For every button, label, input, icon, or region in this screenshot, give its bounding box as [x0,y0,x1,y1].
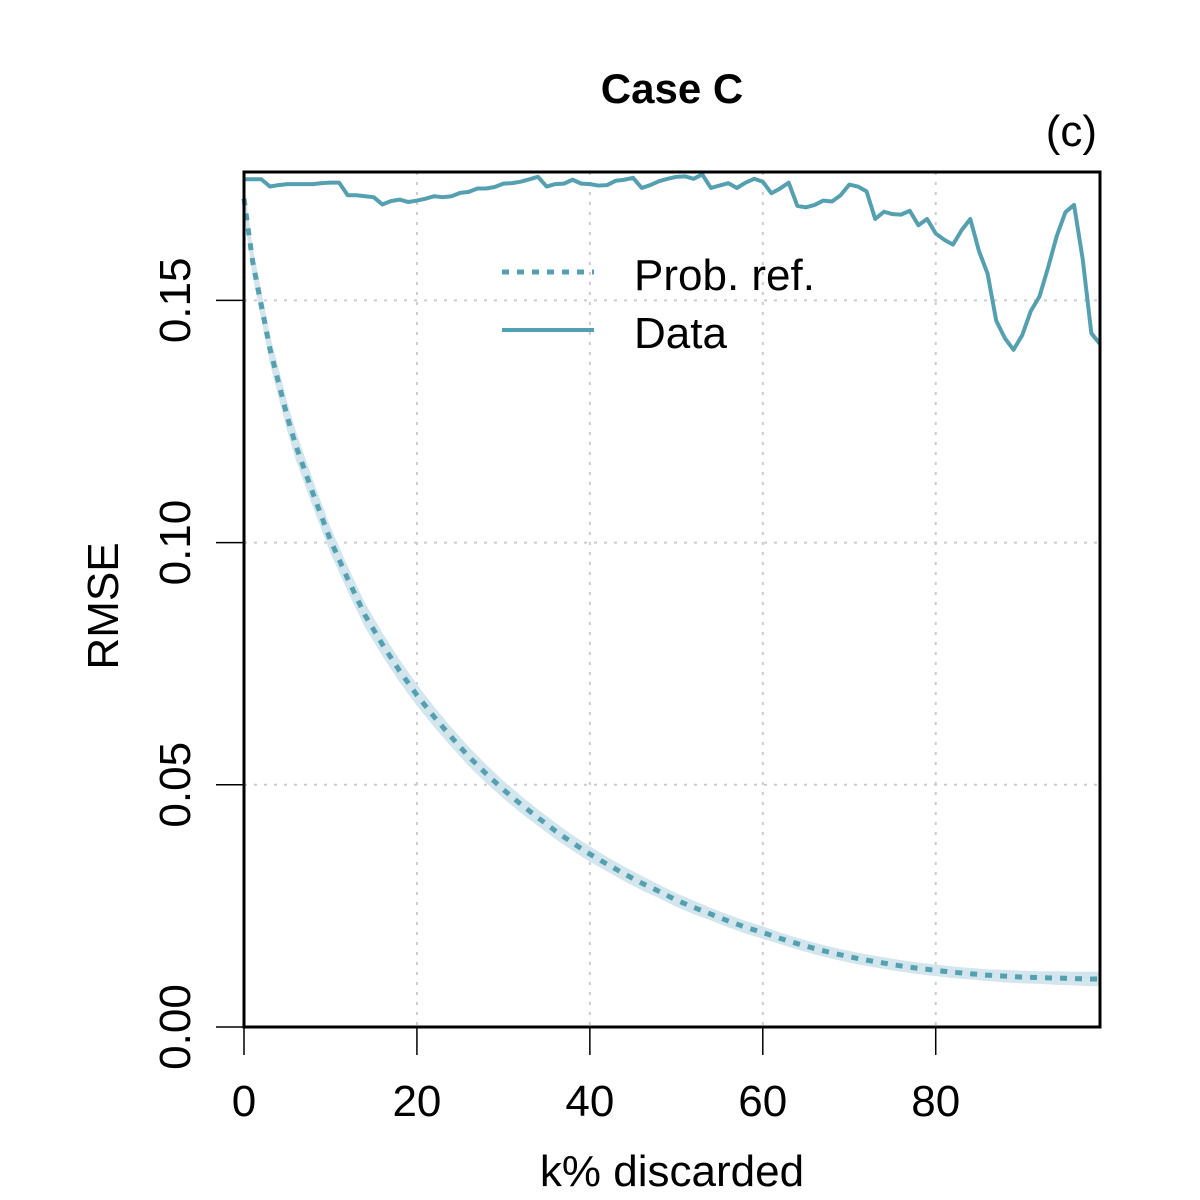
y-tick-label: 0.10 [151,500,200,586]
x-tick-label: 0 [232,1077,256,1126]
y-tick-label: 0.00 [151,984,200,1070]
x-tick-label: 80 [911,1077,960,1126]
y-tick-label: 0.15 [151,258,200,344]
grid [244,172,1100,1027]
series-line-data [244,172,1102,352]
y-tick-label: 0.05 [151,742,200,828]
legend: Prob. ref. Data [502,251,815,358]
x-tick-label: 20 [392,1077,441,1126]
x-axis-label: k% discarded [540,1147,804,1196]
panel-label: (c) [1046,107,1097,156]
y-axis: 0.00 0.05 0.10 0.15 [151,258,245,1070]
x-tick-label: 60 [738,1077,787,1126]
legend-label-prob-ref: Prob. ref. [634,251,815,300]
chart-title: Case C [601,65,743,112]
prob-ref-confidence-band [244,184,1100,987]
legend-label-data: Data [634,309,727,358]
y-axis-label: RMSE [79,542,128,669]
x-axis: 0 20 40 60 80 [232,1026,960,1126]
series-line-prob-ref [241,198,1100,982]
x-tick-label: 40 [565,1077,614,1126]
